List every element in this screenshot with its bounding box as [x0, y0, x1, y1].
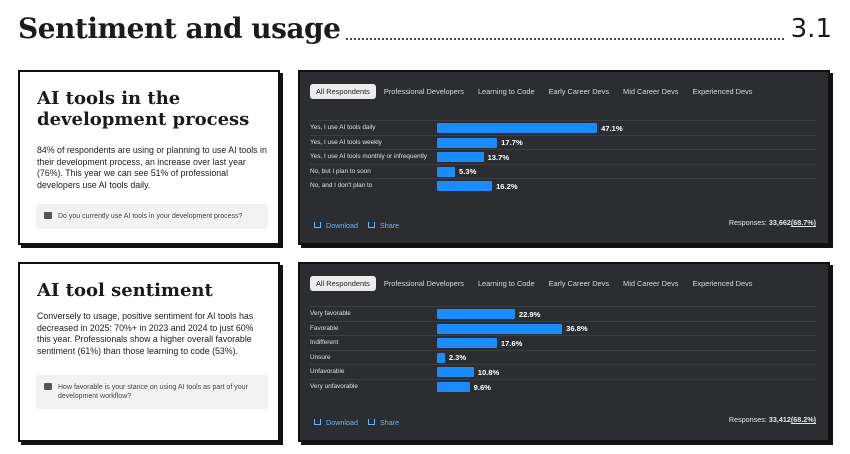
value-label: 9.6% [473, 382, 491, 392]
value-label: 13.7% [487, 152, 510, 162]
value-label: 17.6% [500, 338, 523, 348]
category-label: Very favorable [310, 310, 351, 317]
category-label: Indifferent [310, 339, 339, 347]
category-label: No, but I plan to soon [310, 167, 371, 175]
question[interactable]: How favorable is your stance on using AI… [36, 375, 268, 409]
chart-panel: All Respondents Professional Developers Le… [298, 70, 830, 245]
value-label: 5.3% [459, 167, 477, 177]
value-label: 16.2% [496, 181, 518, 191]
value-label: 2.3% [448, 353, 467, 363]
bar [437, 137, 498, 148]
category-label: No, and I don't plan to [310, 182, 373, 190]
category-label: Yes, I use AI tools daily [310, 124, 376, 131]
tab-bar: All Respondents Professional Developers Le… [310, 276, 758, 291]
bar [437, 166, 456, 177]
bar [437, 367, 474, 378]
tab[interactable]: Mid Career Devs [623, 87, 679, 96]
bar [437, 309, 515, 319]
value-label: 36.8% [566, 324, 588, 334]
category-label: Yes, I use AI tools weekly [310, 138, 382, 146]
bar [437, 382, 470, 392]
category-label: Very unfavorable [310, 383, 358, 390]
row-divider [310, 134, 816, 136]
row-divider [310, 120, 816, 121]
row-divider [310, 149, 816, 151]
bar [437, 123, 598, 133]
card-body: Conversely to usage, positive sentiment … [37, 311, 254, 356]
tab[interactable]: All Respondents [310, 276, 376, 291]
section-number: 3.1 [784, 14, 832, 44]
tab[interactable]: Professional Developers [383, 279, 464, 288]
category-label: Unsure [310, 353, 331, 361]
card-body: 84% of respondents are using or planning… [37, 145, 267, 190]
tab[interactable]: All Respondents [310, 84, 376, 99]
leader-dots [18, 38, 832, 40]
row-divider [310, 364, 816, 366]
responses: Responses: 33,412(68.2%) [729, 415, 816, 424]
responses-count: 33,662 [768, 218, 791, 227]
tab[interactable]: Early Career Devs [548, 87, 610, 96]
download-button[interactable]: Download [314, 221, 358, 230]
bar [437, 338, 497, 349]
page-title: Sentiment and usage [18, 12, 347, 45]
row-divider [310, 163, 816, 165]
responses: Responses: 33,662(68.7%) [729, 218, 816, 227]
tab[interactable]: Learning to Code [477, 279, 535, 288]
row-divider [310, 320, 816, 322]
tab[interactable]: Early Career Devs [548, 279, 610, 288]
card: AI tools in the development process 84% … [18, 70, 280, 245]
responses-label: Responses: [728, 415, 767, 424]
value-label: 22.9% [518, 309, 541, 319]
question[interactable]: Do you currently use AI tools in your de… [36, 204, 268, 229]
tab[interactable]: Mid Career Devs [623, 279, 679, 288]
bar [437, 152, 484, 163]
value-label: 10.8% [477, 367, 500, 377]
share-button[interactable]: Share [368, 221, 399, 230]
category-label: Unfavorable [310, 368, 345, 376]
category-label: Favorable [310, 324, 339, 332]
card: AI tool sentiment Conversely to usage, p… [18, 262, 280, 442]
tab[interactable]: Learning to Code [477, 87, 535, 96]
row-divider [310, 379, 816, 380]
bar [437, 352, 445, 363]
category-label: Yes, I use AI tools monthly or infrequen… [310, 153, 427, 161]
card-title: AI tool sentiment [37, 280, 213, 301]
tab-bar: All Respondents Professional Developers Le… [310, 84, 758, 99]
chart-panel: All Respondents Professional Developers Le… [298, 262, 830, 442]
responses-count: 33,412 [768, 415, 791, 424]
bar [437, 181, 493, 192]
row-divider [310, 178, 816, 180]
responses-label: Responses: [728, 218, 767, 227]
card-title: AI tools in the development process [37, 88, 250, 130]
tab[interactable]: Experienced Devs [692, 279, 753, 288]
bar [437, 323, 563, 334]
tab[interactable]: Professional Developers [383, 87, 464, 96]
responses-share: (68.7%) [790, 218, 816, 227]
row-divider [310, 306, 816, 307]
value-label: 17.7% [501, 138, 523, 148]
row-divider [310, 349, 816, 351]
value-label: 47.1% [601, 123, 623, 133]
responses-share: (68.2%) [790, 415, 816, 424]
download-button[interactable]: Download [314, 418, 358, 427]
row-divider [310, 335, 816, 337]
tab[interactable]: Experienced Devs [692, 87, 753, 96]
share-button[interactable]: Share [368, 418, 399, 427]
